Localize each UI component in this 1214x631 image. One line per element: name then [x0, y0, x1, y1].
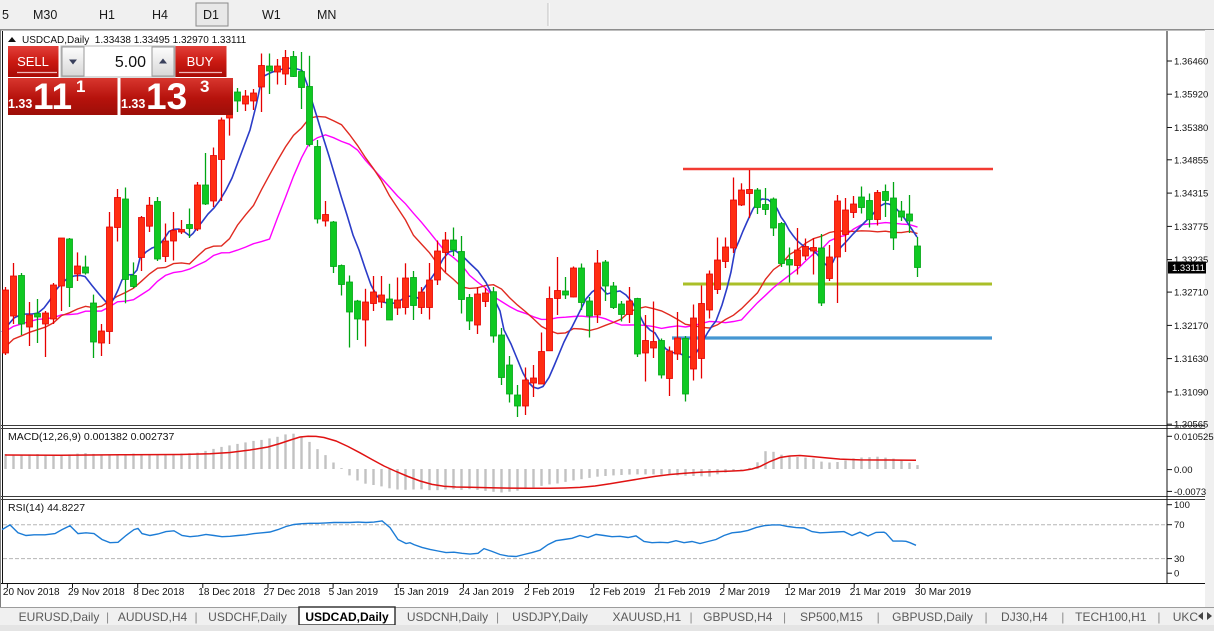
svg-text:5.00: 5.00: [115, 54, 146, 71]
svg-text:USDJPY,Daily: USDJPY,Daily: [512, 610, 588, 624]
svg-text:12 Feb 2019: 12 Feb 2019: [589, 587, 646, 598]
svg-text:1.33111: 1.33111: [1172, 263, 1205, 274]
svg-text:|: |: [106, 610, 109, 624]
svg-text:1.32170: 1.32170: [1174, 321, 1208, 332]
svg-text:-0.0073: -0.0073: [1174, 487, 1206, 498]
svg-text:2 Feb 2019: 2 Feb 2019: [524, 587, 575, 598]
svg-text:8 Dec 2018: 8 Dec 2018: [133, 587, 185, 598]
svg-text:SELL: SELL: [17, 54, 49, 69]
svg-text:30 Mar 2019: 30 Mar 2019: [915, 587, 972, 598]
svg-text:100: 100: [1174, 500, 1190, 511]
svg-text:1.33: 1.33: [8, 97, 32, 111]
svg-text:AUDUSD,H4: AUDUSD,H4: [118, 610, 188, 624]
svg-text:H1: H1: [99, 8, 115, 22]
svg-text:SP500,M15: SP500,M15: [800, 610, 863, 624]
svg-text:5: 5: [2, 8, 9, 22]
svg-text:0: 0: [1174, 569, 1179, 580]
svg-text:0.010525: 0.010525: [1174, 432, 1214, 443]
svg-text:XAUUSD,H1: XAUUSD,H1: [612, 610, 681, 624]
svg-text:BUY: BUY: [187, 54, 214, 69]
svg-text:0.00: 0.00: [1174, 465, 1193, 476]
svg-text:13: 13: [146, 76, 187, 117]
svg-text:24 Jan 2019: 24 Jan 2019: [459, 587, 514, 598]
svg-text:|: |: [984, 610, 987, 624]
svg-text:12 Mar 2019: 12 Mar 2019: [785, 587, 842, 598]
svg-text:MACD(12,26,9) 0.001382 0.00273: MACD(12,26,9) 0.001382 0.002737: [8, 431, 175, 443]
svg-text:1.34315: 1.34315: [1174, 189, 1208, 200]
svg-text:1.32710: 1.32710: [1174, 288, 1208, 299]
svg-text:D1: D1: [203, 8, 219, 22]
svg-text:2 Mar 2019: 2 Mar 2019: [719, 587, 770, 598]
svg-text:M30: M30: [33, 8, 57, 22]
svg-text:21 Mar 2019: 21 Mar 2019: [850, 587, 907, 598]
svg-text:UKC: UKC: [1173, 610, 1199, 624]
svg-text:1.35920: 1.35920: [1174, 90, 1208, 101]
svg-text:29 Nov 2018: 29 Nov 2018: [68, 587, 125, 598]
svg-text:27 Dec 2018: 27 Dec 2018: [264, 587, 321, 598]
svg-text:USDCAD,Daily 1.33438 1.33495: USDCAD,Daily 1.33438 1.33495 1.32970 1.3…: [22, 35, 247, 46]
svg-text:1.33235: 1.33235: [1174, 255, 1208, 266]
svg-text:1.36460: 1.36460: [1174, 57, 1208, 68]
svg-text:|: |: [689, 610, 692, 624]
svg-text:1: 1: [76, 77, 85, 96]
svg-text:1.33: 1.33: [121, 97, 145, 111]
svg-text:DJ30,H4: DJ30,H4: [1001, 610, 1048, 624]
svg-text:11: 11: [33, 76, 72, 117]
svg-text:|: |: [783, 610, 786, 624]
svg-text:USDCNH,Daily: USDCNH,Daily: [407, 610, 488, 624]
svg-text:18 Dec 2018: 18 Dec 2018: [198, 587, 255, 598]
svg-text:1.34855: 1.34855: [1174, 155, 1208, 166]
svg-text:1.30565: 1.30565: [1174, 420, 1208, 431]
svg-text:30: 30: [1174, 554, 1185, 565]
svg-text:GBPUSD,Daily: GBPUSD,Daily: [892, 610, 973, 624]
svg-text:|: |: [877, 610, 880, 624]
svg-text:20 Nov 2018: 20 Nov 2018: [3, 587, 60, 598]
svg-text:3: 3: [200, 77, 209, 96]
svg-text:1.31630: 1.31630: [1174, 354, 1208, 365]
svg-text:H4: H4: [152, 8, 168, 22]
svg-text:MN: MN: [317, 8, 336, 22]
svg-text:GBPUSD,H4: GBPUSD,H4: [703, 610, 773, 624]
svg-text:|: |: [194, 610, 197, 624]
svg-text:1.33775: 1.33775: [1174, 222, 1208, 233]
svg-text:1.35380: 1.35380: [1174, 123, 1208, 134]
svg-text:EURUSD,Daily: EURUSD,Daily: [19, 610, 100, 624]
svg-text:TECH100,H1: TECH100,H1: [1075, 610, 1147, 624]
svg-text:|: |: [1157, 610, 1160, 624]
svg-text:15 Jan 2019: 15 Jan 2019: [394, 587, 449, 598]
svg-text:|: |: [496, 610, 499, 624]
svg-text:USDCAD,Daily: USDCAD,Daily: [305, 610, 389, 624]
svg-text:5 Jan 2019: 5 Jan 2019: [329, 587, 379, 598]
svg-text:W1: W1: [262, 8, 281, 22]
svg-text:21 Feb 2019: 21 Feb 2019: [654, 587, 711, 598]
svg-text:1.31090: 1.31090: [1174, 387, 1208, 398]
svg-text:|: |: [1061, 610, 1064, 624]
svg-text:70: 70: [1174, 520, 1185, 531]
svg-text:USDCHF,Daily: USDCHF,Daily: [208, 610, 287, 624]
svg-text:RSI(14) 44.8227: RSI(14) 44.8227: [8, 502, 85, 514]
